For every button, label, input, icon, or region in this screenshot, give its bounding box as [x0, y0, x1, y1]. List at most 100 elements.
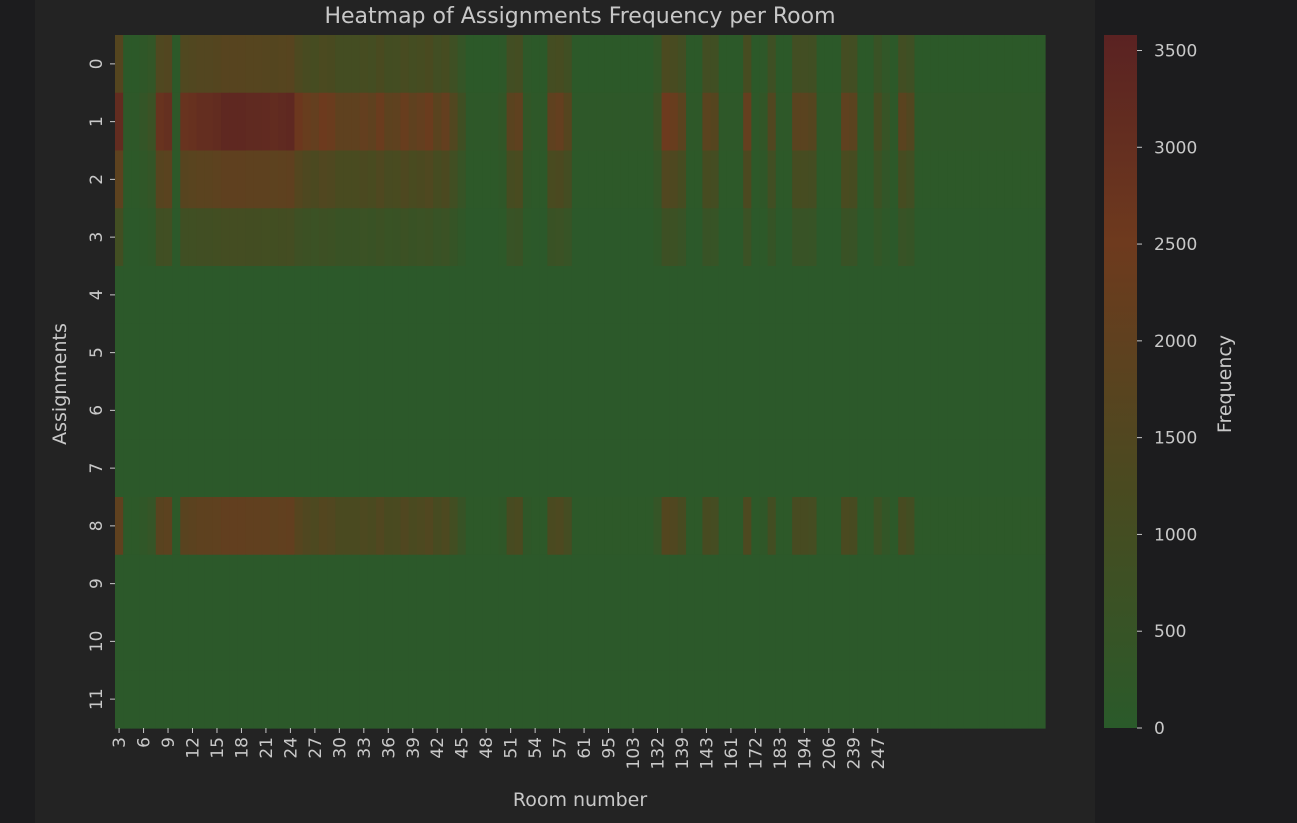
heatmap-cell	[824, 670, 834, 729]
heatmap-cell	[881, 35, 891, 94]
heatmap-cell	[645, 266, 655, 325]
heatmap-cell	[873, 208, 883, 267]
heatmap-cell	[726, 612, 736, 671]
heatmap-cell	[824, 92, 834, 152]
heatmap-cell	[522, 670, 532, 729]
heatmap-cell	[1004, 323, 1013, 383]
heatmap-cell	[963, 554, 973, 614]
heatmap-cell	[743, 670, 752, 729]
heatmap-cell	[743, 381, 752, 440]
heatmap-cell	[1012, 612, 1022, 671]
heatmap-cell	[115, 323, 124, 383]
heatmap-cell	[473, 266, 483, 325]
heatmap-cell	[237, 208, 247, 267]
heatmap-cell	[890, 92, 899, 152]
heatmap-cell	[490, 670, 500, 729]
heatmap-cell	[938, 497, 948, 556]
heatmap-cell	[881, 266, 891, 325]
heatmap-cell	[514, 266, 524, 325]
heatmap-cell	[473, 92, 483, 152]
heatmap-cell	[686, 612, 695, 671]
x-tick-label: 172	[746, 737, 766, 769]
heatmap-cell	[792, 497, 801, 556]
heatmap-cell	[506, 670, 516, 729]
heatmap-cell	[376, 612, 385, 671]
heatmap-cell	[498, 35, 508, 94]
heatmap-cell	[816, 266, 826, 325]
heatmap-cell	[278, 92, 287, 152]
heatmap-cell	[857, 439, 867, 498]
heatmap-cell	[718, 381, 728, 440]
heatmap-cell	[318, 266, 328, 325]
heatmap-cell	[571, 150, 581, 209]
heatmap-cell	[816, 497, 826, 556]
heatmap-cell	[514, 670, 524, 729]
heatmap-cell	[131, 554, 141, 614]
heatmap-cell	[555, 439, 565, 498]
heatmap-cell	[123, 381, 132, 440]
heatmap-cell	[906, 35, 916, 94]
heatmap-cell	[726, 150, 736, 209]
heatmap-cell	[677, 266, 687, 325]
heatmap-cell	[367, 35, 377, 94]
heatmap-cell	[588, 323, 597, 383]
heatmap-cell	[547, 323, 557, 383]
heatmap-cell	[147, 554, 157, 614]
heatmap-cell	[473, 323, 483, 383]
heatmap-cell	[735, 554, 744, 614]
y-tick-label: 0	[87, 58, 107, 69]
heatmap-cell	[522, 323, 532, 383]
heatmap-cell	[726, 554, 736, 614]
y-tick-label: 3	[87, 232, 107, 243]
heatmap-cell	[1036, 497, 1046, 556]
heatmap-cell	[400, 612, 410, 671]
heatmap-cell	[580, 323, 589, 383]
heatmap-cell	[327, 266, 336, 325]
heatmap-cell	[808, 497, 818, 556]
heatmap-cell	[400, 208, 410, 267]
heatmap-cell	[490, 150, 500, 209]
heatmap-cell	[482, 554, 491, 614]
heatmap-cell	[751, 150, 761, 209]
heatmap-cell	[416, 35, 426, 94]
heatmap-cell	[473, 612, 483, 671]
heatmap-cell	[514, 612, 524, 671]
heatmap-cell	[759, 208, 769, 267]
heatmap-cell	[1004, 554, 1013, 614]
heatmap-cell	[318, 554, 328, 614]
heatmap-cell	[792, 150, 801, 209]
heatmap-cell	[1020, 92, 1030, 152]
heatmap-cell	[816, 323, 826, 383]
heatmap-cell	[302, 92, 312, 152]
heatmap-cell	[930, 92, 940, 152]
heatmap-cell	[669, 35, 679, 94]
heatmap-cell	[327, 208, 336, 267]
heatmap-cell	[229, 554, 238, 614]
heatmap-cell	[555, 150, 565, 209]
heatmap-cell	[408, 266, 418, 325]
heatmap-cell	[441, 497, 451, 556]
heatmap-cell	[115, 439, 124, 498]
heatmap-cell	[571, 92, 581, 152]
heatmap-cell	[196, 92, 206, 152]
heatmap-cell	[792, 439, 801, 498]
heatmap-cell	[947, 554, 956, 614]
heatmap-cell	[628, 150, 638, 209]
heatmap-cell	[588, 208, 597, 267]
heatmap-cell	[677, 554, 687, 614]
heatmap-cell	[376, 554, 385, 614]
heatmap-cell	[906, 439, 916, 498]
heatmap-cell	[188, 266, 198, 325]
heatmap-cell	[890, 612, 899, 671]
heatmap-cell	[563, 612, 573, 671]
heatmap-cell	[620, 150, 630, 209]
heatmap-cell	[302, 439, 312, 498]
heatmap-cell	[718, 612, 728, 671]
heatmap-cell	[376, 266, 385, 325]
heatmap-cell	[898, 670, 907, 729]
heatmap-cell	[1020, 670, 1030, 729]
heatmap-cell	[955, 439, 965, 498]
heatmap-cell	[1004, 670, 1013, 729]
heatmap-cell	[123, 323, 132, 383]
heatmap-cell	[996, 497, 1005, 556]
